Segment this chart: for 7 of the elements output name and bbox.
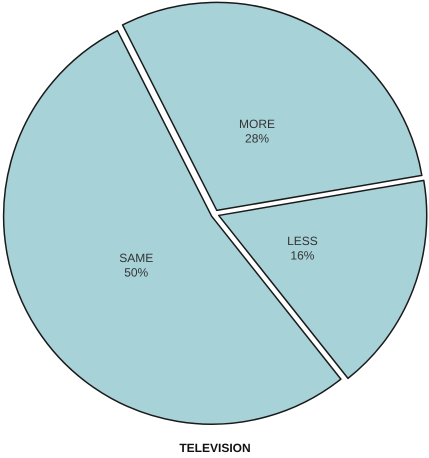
data-label: 16%: [290, 248, 315, 262]
data-label: 50%: [124, 266, 149, 280]
slice-label: LESS: [287, 234, 318, 248]
data-label: 28%: [245, 131, 270, 146]
slice-label: SAME: [119, 251, 154, 266]
slice-label: MORE: [239, 116, 276, 131]
text: TELEVISION: [179, 441, 251, 455]
